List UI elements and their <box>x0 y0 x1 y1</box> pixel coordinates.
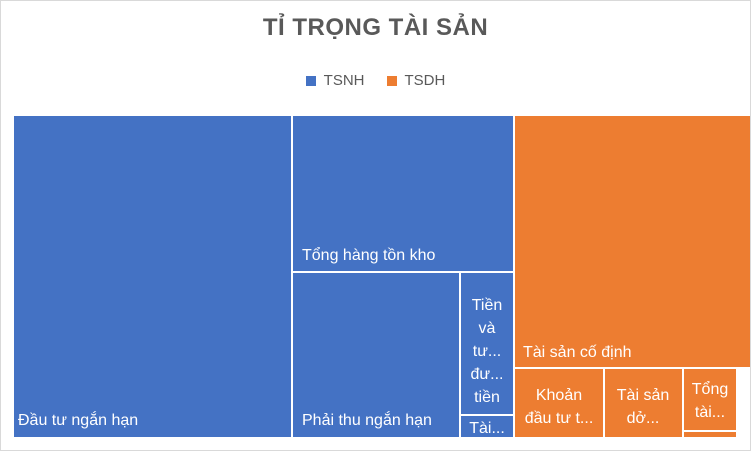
treemap-tile-label-5: Tài... <box>469 420 505 437</box>
treemap-tile-label-6: Tài sản cố định <box>523 344 632 361</box>
treemap-tile-8 <box>605 369 682 437</box>
treemap-tile-6 <box>515 116 750 367</box>
treemap-tile-label-7: Khoản đầu tư t... <box>525 387 594 427</box>
treemap-tile-label-1: Đầu tư ngắn hạn <box>18 410 138 429</box>
treemap-tile-5 <box>461 416 513 437</box>
treemap-tile-2 <box>293 116 513 271</box>
treemap-tile-label-9: Tổng tài... <box>692 380 728 421</box>
treemap-tile-1 <box>14 116 291 437</box>
treemap-tile-7 <box>515 369 603 437</box>
treemap-tile-label-4: Tiền và tư... đư... tiền <box>471 297 504 406</box>
chart-title: TỈ TRỌNG TÀI SẢN <box>262 14 489 41</box>
treemap-tile-label-3: Phải thu ngắn hạn <box>302 410 432 429</box>
legend-label-tsdh: TSDH <box>404 72 446 89</box>
legend-swatch-tsdh <box>386 75 397 86</box>
treemap-tile-10 <box>684 432 736 437</box>
legend-item-tsdh: TSDH <box>386 72 446 89</box>
treemap-tile-4 <box>461 273 513 414</box>
legend: TSNH TSDH <box>0 72 751 89</box>
legend-item-tsnh: TSNH <box>305 72 365 89</box>
treemap-tile-label-2: Tổng hàng tồn kho <box>302 246 436 264</box>
legend-swatch-tsnh <box>305 75 316 86</box>
treemap-tile-label-8: Tài sản dở... <box>617 387 669 427</box>
treemap-tile-3 <box>293 273 459 437</box>
legend-label-tsnh: TSNH <box>323 72 365 89</box>
treemap-tile-9 <box>684 369 736 430</box>
